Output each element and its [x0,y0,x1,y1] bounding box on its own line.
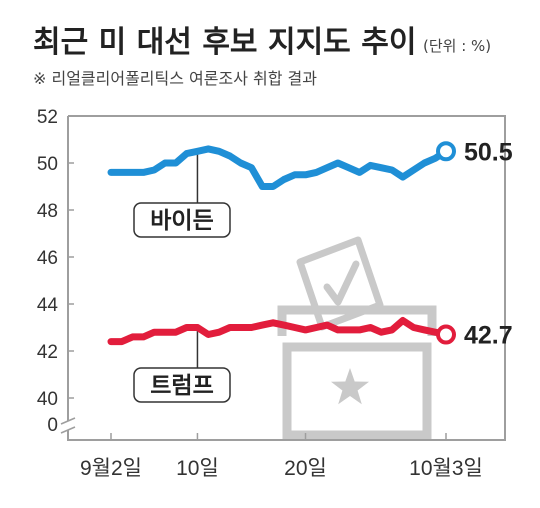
y-tick-label: 50 [37,154,58,175]
series-name-label: 트럼프 [150,373,213,399]
end-value-label: 42.7 [464,322,513,350]
end-value-label: 50.5 [464,138,513,166]
unit-label: (단위 : %) [423,37,491,55]
y-tick-label: 46 [37,248,58,269]
series-name-box [133,202,231,238]
end-point-marker [436,141,456,162]
series-line-biden [107,145,450,190]
y-tick-label: 40 [37,389,58,410]
check-mark-icon [323,260,360,306]
star-icon [331,368,369,405]
series-name-label: 바이든 [150,208,213,234]
source-note: ※ 리얼클리어폴리틱스 여론조사 취합 결과 [33,69,317,88]
x-tick-label: 10월3일 [409,457,483,480]
ballot-paper-icon [296,236,384,331]
y-tick-label: 42 [37,342,58,363]
series-name-box [133,367,231,403]
ballot-box-icon [277,236,437,440]
box-body-icon [282,342,432,440]
series-line-trump [107,317,450,346]
y-tick-label: 48 [37,201,58,222]
y-tick-label: 52 [37,107,58,128]
plot-border [67,115,506,441]
series-group: 50.5 바이든 42.7 트럼프 [107,138,513,403]
end-point-marker [436,324,456,345]
x-tick-label: 9월2일 [80,457,142,480]
y-tick-label: 44 [37,295,59,316]
x-tick-label: 20일 [284,457,327,480]
y-tick-label: 0 [47,415,58,436]
axis-break-mark [60,417,76,434]
chart-title: 최근 미 대선 후보 지지도 추이 [33,25,416,60]
x-axis: 9월2일 10일 20일 10월3일 [80,433,483,480]
y-axis: 52 50 48 46 44 42 40 0 [37,107,74,436]
x-tick-label: 10일 [176,457,219,480]
plot-frame [60,115,506,441]
